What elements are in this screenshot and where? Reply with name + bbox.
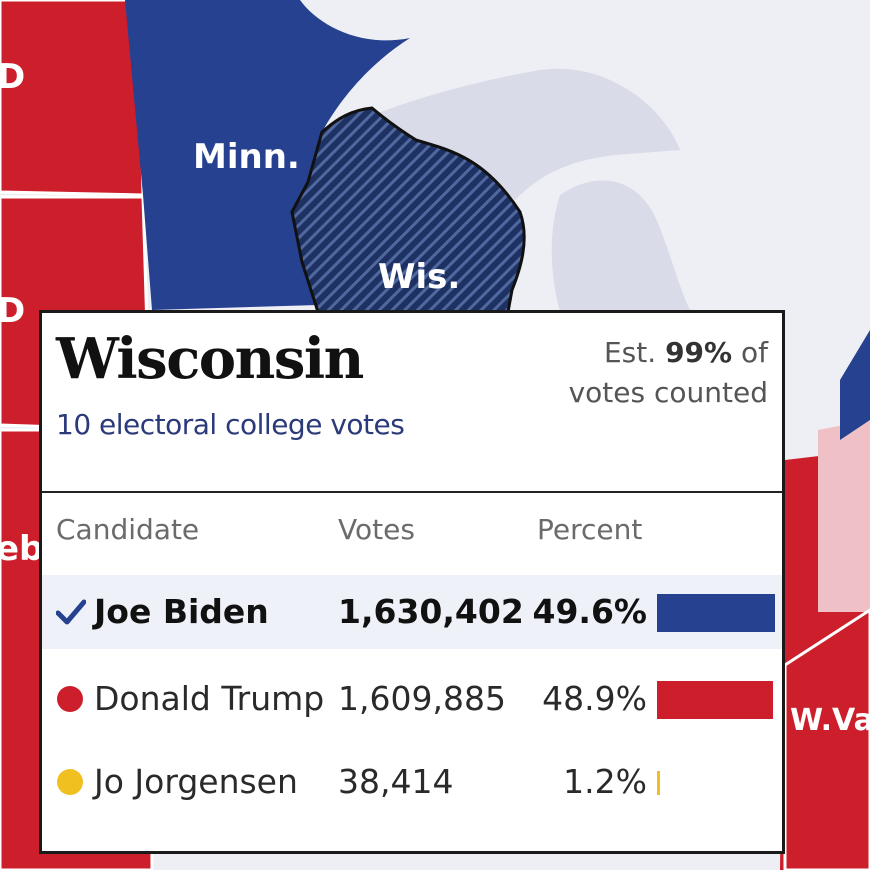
candidate-name: Joe Biden: [94, 592, 269, 631]
candidate-name: Donald Trump: [94, 679, 325, 718]
est-line2: votes counted: [568, 376, 768, 409]
candidate-votes: 38,414: [338, 762, 454, 801]
check-icon: [56, 599, 86, 625]
candidate-name: Jo Jorgensen: [94, 762, 298, 801]
header-divider: [42, 491, 782, 493]
candidate-row: Donald Trump 1,609,885 48.9%: [42, 662, 782, 736]
red-dot-icon: [57, 686, 83, 712]
est-value: 99%: [665, 336, 733, 369]
map-label-wva: W.Va.: [790, 703, 870, 738]
candidate-row: Jo Jorgensen 38,414 1.2%: [42, 745, 782, 819]
candidate-percent: 48.9%: [542, 679, 647, 718]
col-header-percent: Percent: [537, 513, 643, 546]
percent-bar: [657, 594, 775, 632]
state-new-york: [840, 330, 870, 440]
state-north-dakota: [0, 0, 145, 197]
state-minnesota: [125, 0, 410, 310]
state-pennsylvania: [818, 420, 870, 612]
votes-counted-estimate: Est. 99% of votes counted: [568, 333, 768, 413]
state-title: Wisconsin: [56, 326, 364, 392]
map-label-minn: Minn.: [193, 137, 300, 177]
state-west-virginia: [783, 608, 870, 870]
results-header: Wisconsin 10 electoral college votes Est…: [42, 313, 782, 491]
col-header-candidate: Candidate: [56, 513, 200, 546]
results-panel: Wisconsin 10 electoral college votes Est…: [39, 310, 785, 854]
map-label-d1: D: [0, 57, 25, 97]
yellow-dot-icon: [57, 769, 83, 795]
candidate-votes: 1,609,885: [338, 679, 506, 718]
percent-bar: [657, 681, 773, 719]
state-michigan-lower: [551, 180, 692, 312]
percent-bar: [657, 771, 660, 795]
state-michigan-upper: [340, 68, 680, 201]
map-label-neb: eb: [0, 529, 43, 569]
candidate-percent: 49.6%: [532, 592, 648, 631]
state-wisconsin: [290, 106, 526, 314]
map-label-d2: D: [0, 291, 25, 331]
map-label-wis: Wis.: [378, 257, 460, 297]
col-header-votes: Votes: [338, 513, 415, 546]
electoral-votes-label: 10 electoral college votes: [56, 408, 405, 441]
est-prefix: Est.: [603, 336, 657, 369]
candidate-row: Joe Biden 1,630,402 49.6%: [42, 575, 782, 649]
est-suffix: of: [741, 336, 768, 369]
candidate-votes: 1,630,402: [338, 592, 524, 631]
candidate-percent: 1.2%: [563, 762, 647, 801]
